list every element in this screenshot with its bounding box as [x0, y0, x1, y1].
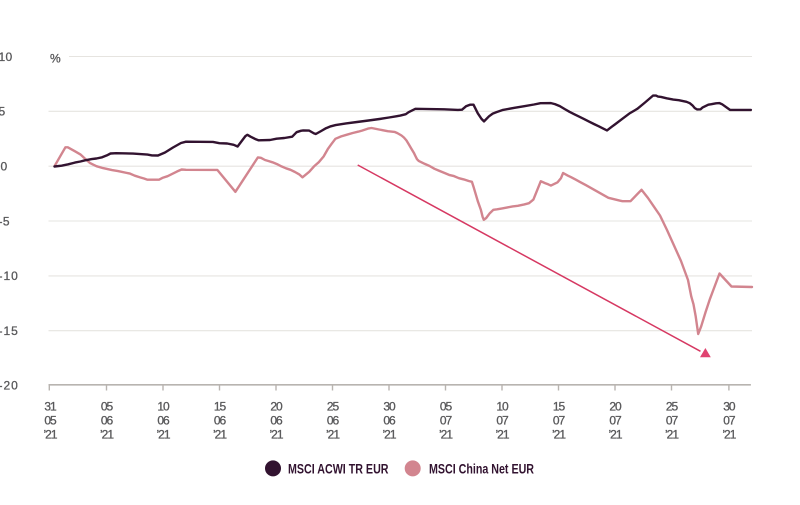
- svg-text:-20: -20: [0, 379, 19, 393]
- svg-text:-15: -15: [0, 324, 19, 338]
- svg-text:MSCI China Net EUR: MSCI China Net EUR: [429, 462, 534, 477]
- svg-text:0: 0: [1, 160, 8, 174]
- svg-text:10: 10: [0, 50, 13, 64]
- svg-text:-10: -10: [0, 269, 19, 283]
- svg-text:5: 5: [0, 105, 6, 119]
- svg-text:MSCI ACWI TR EUR: MSCI ACWI TR EUR: [288, 462, 389, 477]
- svg-text:-5: -5: [0, 214, 10, 228]
- svg-text:%: %: [50, 51, 61, 65]
